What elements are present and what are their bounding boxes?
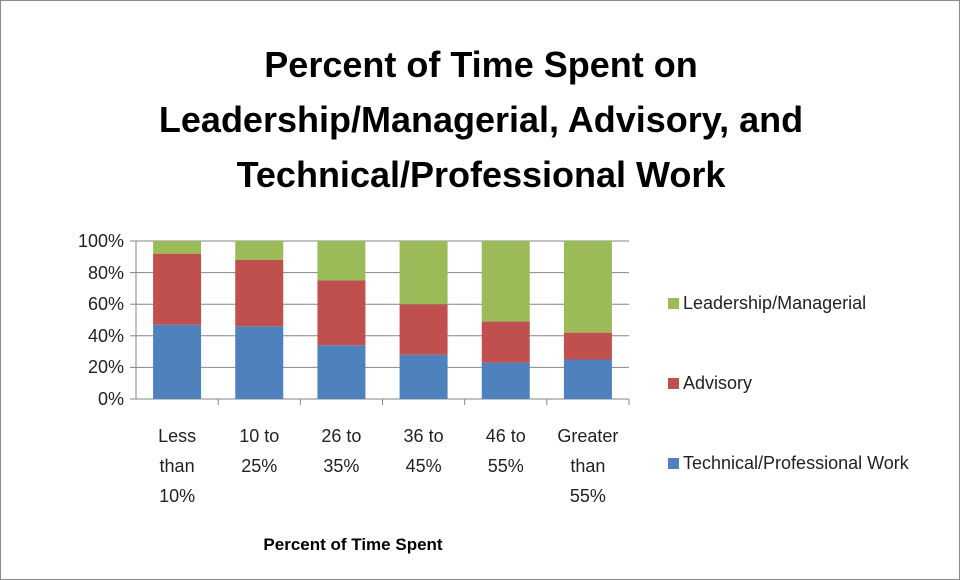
bar-segment xyxy=(153,253,202,325)
bar-segment xyxy=(399,241,448,305)
legend-swatch xyxy=(668,458,679,469)
bar-segment xyxy=(317,241,366,281)
bar-segment xyxy=(153,241,202,254)
bar-segment xyxy=(399,304,448,355)
bar-segment xyxy=(317,345,366,399)
bar-segment xyxy=(563,332,612,360)
x-tick-label: 36 to 45% xyxy=(403,426,444,476)
legend-label: Advisory xyxy=(683,373,753,393)
y-tick-label: 80% xyxy=(87,262,124,283)
x-tick-label: 26 to 35% xyxy=(321,426,362,476)
x-axis-title: Percent of Time Spent xyxy=(263,535,443,554)
bar-segment xyxy=(481,321,530,363)
y-tick-label: 0% xyxy=(97,389,124,409)
legend-swatch xyxy=(668,298,679,309)
bar-segment xyxy=(317,280,366,346)
bar-segment xyxy=(235,241,284,260)
legend-label: Technical/Professional Work xyxy=(683,453,909,473)
x-tick-label: Greater than 55% xyxy=(557,426,619,506)
bar-segment xyxy=(235,259,284,327)
legend-label: Leadership/Managerial xyxy=(683,293,867,313)
legend-swatch xyxy=(668,378,679,389)
y-tick-label: 20% xyxy=(87,357,124,378)
x-tick-label: 10 to 25% xyxy=(239,426,280,476)
bar-segment xyxy=(153,324,202,399)
x-tick-label: Less than 10% xyxy=(158,426,197,506)
y-tick-label: 100% xyxy=(77,231,124,251)
y-tick-label: 40% xyxy=(87,325,124,346)
bar-segment xyxy=(399,354,448,399)
bar-segment xyxy=(563,359,612,399)
y-tick-label: 60% xyxy=(87,294,124,315)
x-tick-label: 46 to 55% xyxy=(485,426,526,476)
bar-segment xyxy=(563,241,612,333)
bar-segment xyxy=(235,326,284,399)
bar-segment xyxy=(481,241,530,322)
bar-segment xyxy=(481,362,530,399)
chart-title: Percent of Time Spent on Leadership/Mana… xyxy=(158,44,804,195)
